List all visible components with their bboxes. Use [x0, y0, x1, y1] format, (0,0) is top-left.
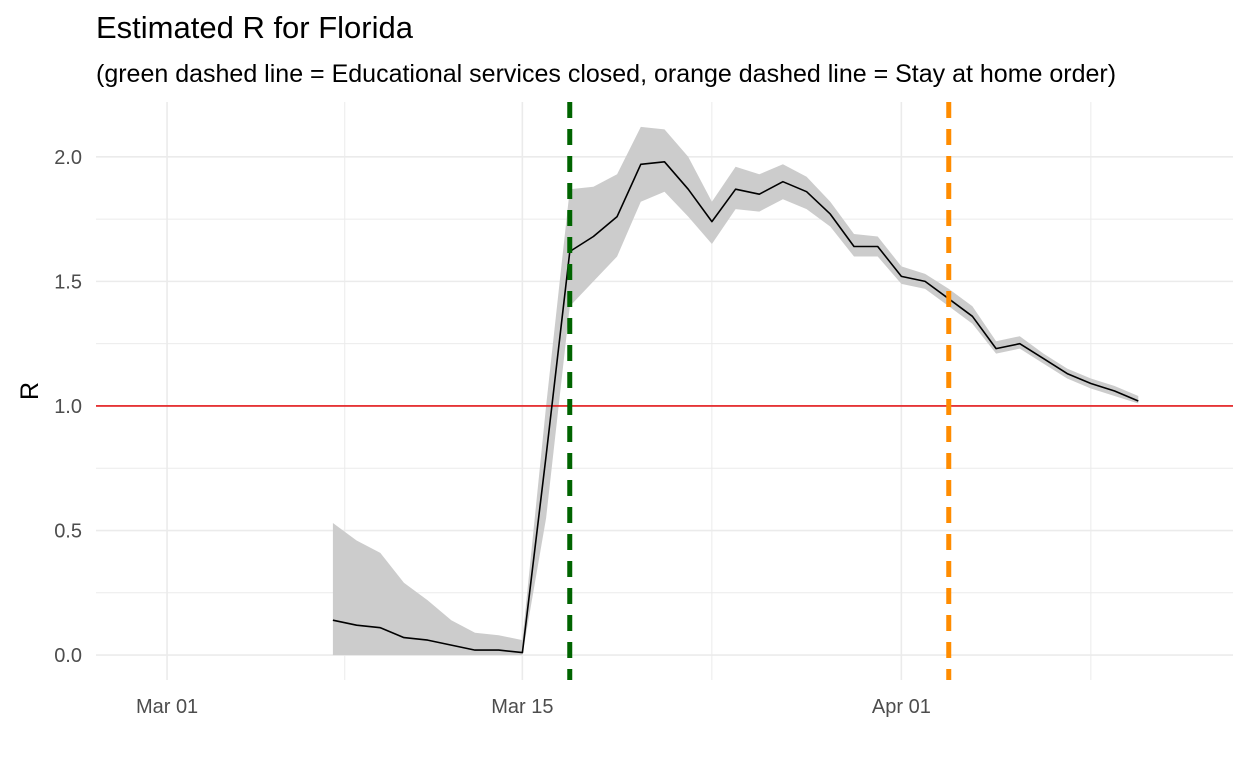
y-axis-title: R — [16, 382, 44, 400]
line-layer — [332, 161, 1139, 654]
event-lines-layer — [567, 102, 952, 680]
y-tick-label: 0.5 — [54, 521, 82, 543]
x-tick-label: Mar 01 — [136, 696, 198, 718]
y-tick-label: 0.0 — [54, 645, 82, 667]
ribbon-layer — [332, 126, 1139, 656]
axis-layer: 0.0 0.5 1.0 1.5 2.0 Mar 01 Mar 15 Apr 01 R — [16, 147, 931, 718]
x-tick-label: Mar 15 — [491, 696, 553, 718]
y-tick-label: 1.0 — [54, 396, 82, 418]
chart-title: Estimated R for Florida — [96, 10, 413, 45]
chart-subtitle: (green dashed line = Educational service… — [96, 60, 1117, 88]
x-tick-label: Apr 01 — [872, 696, 931, 718]
y-tick-label: 2.0 — [54, 147, 82, 169]
grid-layer — [96, 102, 1233, 680]
confidence-ribbon — [332, 126, 1139, 656]
y-tick-label: 1.5 — [54, 271, 82, 293]
series-line-r — [332, 161, 1139, 654]
